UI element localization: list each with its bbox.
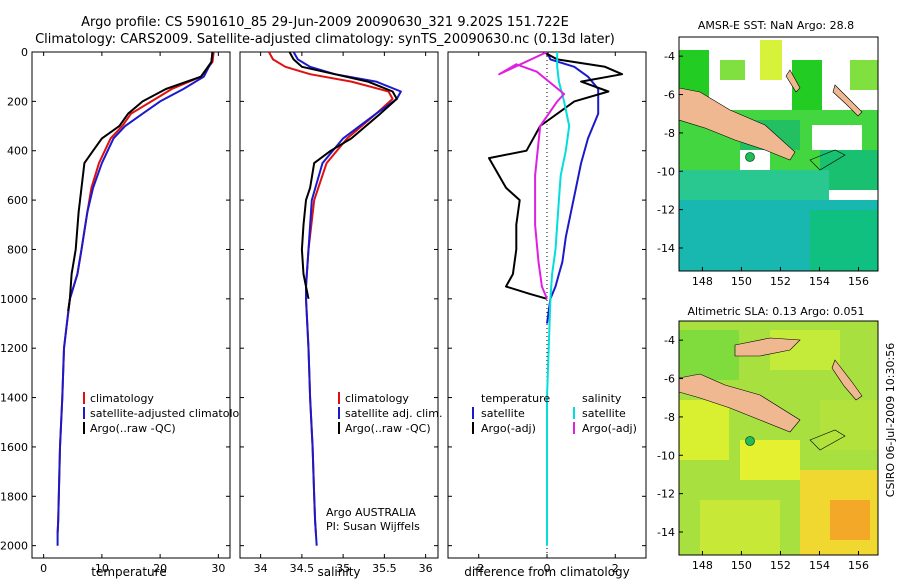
temperature-legend: climatology satellite-adjusted climatolo… <box>83 392 253 435</box>
map-x-tick-label: 156 <box>848 559 869 572</box>
legend-label-satellite: satellite adj. clim. <box>345 407 442 420</box>
sla-map-ticks: 148 150 152 154 156 -4 -6 -8 -10 -12 -14 <box>657 334 869 572</box>
side-stamp: CSIRO 06-Jul-2009 10:30:56 <box>884 343 897 497</box>
map-y-tick-label: -8 <box>664 127 675 140</box>
salinity-plot-frame <box>239 51 439 559</box>
sst-map-panel: AMSR-E SST: NaN Argo: 28.8 148 150 152 154 1… <box>657 19 879 288</box>
map-y-tick-label: -10 <box>657 165 675 178</box>
map-x-tick-label: 154 <box>809 275 830 288</box>
sla-map-panel: Altimetric SLA: 0.13 Argo: 0.051 148 150 1… <box>657 305 879 572</box>
map-x-tick-label: 152 <box>770 275 791 288</box>
annotation-argo-australia: Argo AUSTRALIA <box>326 506 416 519</box>
y-tick-label: 1400 <box>0 392 28 405</box>
x-tick-label: -2 <box>473 562 484 575</box>
difference-panel: -2 0 2 difference from climatology tempera… <box>447 51 647 579</box>
y-tick-label: 1600 <box>0 441 28 454</box>
series-line-0-1 <box>56 52 214 546</box>
map-x-tick-label: 154 <box>809 559 830 572</box>
map-x-tick-label: 156 <box>848 275 869 288</box>
legend-title-salinity: salinity <box>582 392 622 405</box>
legend-label-sal-satellite: satellite <box>582 407 626 420</box>
x-tick-label: 34.5 <box>290 562 315 575</box>
series-line-0-2 <box>67 52 214 312</box>
legend-label-argo: Argo(..raw -QC) <box>345 422 431 435</box>
x-tick-label: 0 <box>544 562 551 575</box>
legend-title-temperature: temperature <box>481 392 550 405</box>
map-y-tick-label: -14 <box>657 526 675 539</box>
x-tick-label: 35 <box>336 562 350 575</box>
x-tick-label: 35.5 <box>372 562 397 575</box>
y-tick-label: 600 <box>7 194 28 207</box>
map-x-tick-label: 152 <box>770 559 791 572</box>
temperature-lines <box>56 52 215 546</box>
x-tick-label: 36 <box>419 562 433 575</box>
map-y-tick-label: -4 <box>664 334 675 347</box>
legend-label-climatology: climatology <box>90 392 154 405</box>
map-x-tick-label: 150 <box>731 275 752 288</box>
sst-map-title: AMSR-E SST: NaN Argo: 28.8 <box>698 19 854 32</box>
map-y-tick-label: -8 <box>664 411 675 424</box>
salinity-lines <box>268 52 402 546</box>
salinity-legend: climatology satellite adj. clim. Argo(..… <box>338 392 442 435</box>
temperature-xlabel: temperature <box>91 565 166 579</box>
sst-map-field <box>679 37 878 271</box>
map-y-tick-label: -4 <box>664 50 675 63</box>
sst-map-ticks: 148 150 152 154 156 -4 -6 -8 -10 -12 -14 <box>657 50 869 288</box>
x-tick-label: 30 <box>211 562 225 575</box>
map-y-tick-label: -6 <box>664 373 675 386</box>
annotation-pi: PI: Susan Wijffels <box>326 520 420 533</box>
y-tick-label: 2000 <box>0 540 28 553</box>
y-tick-label: 1200 <box>0 342 28 355</box>
map-x-tick-label: 148 <box>692 275 713 288</box>
legend-label-argo: Argo(..raw -QC) <box>90 422 176 435</box>
salinity-xlabel: salinity <box>317 565 360 579</box>
salinity-panel: 34 34.5 35 35.5 36 salinity climatology sate… <box>239 51 442 579</box>
sst-argo-marker <box>745 152 755 162</box>
y-tick-label: 1000 <box>0 293 28 306</box>
difference-ticks: -2 0 2 <box>448 51 646 575</box>
temperature-panel: 0 10 20 30 0 200 400 600 800 1000 1200 1400 1600 1800… <box>0 46 253 579</box>
x-tick-label: 20 <box>153 562 167 575</box>
y-tick-label: 400 <box>7 145 28 158</box>
legend-label-sal-argo: Argo(-adj) <box>582 422 637 435</box>
map-y-tick-label: -6 <box>664 89 675 102</box>
legend-label-climatology: climatology <box>345 392 409 405</box>
sla-map-frame <box>678 320 879 556</box>
x-tick-label: 34 <box>254 562 268 575</box>
title-line-2: Climatology: CARS2009. Satellite-adjuste… <box>35 32 615 47</box>
series-line-2-1 <box>488 52 624 300</box>
x-tick-label: 0 <box>40 562 47 575</box>
sla-argo-marker <box>745 436 755 446</box>
y-tick-label: 0 <box>21 46 28 59</box>
sst-map-frame <box>678 36 879 272</box>
difference-lines <box>488 52 624 546</box>
map-y-tick-label: -10 <box>657 449 675 462</box>
salinity-ticks: 34 34.5 35 35.5 36 <box>240 51 438 575</box>
temperature-plot-frame <box>31 51 231 559</box>
x-tick-label: 2 <box>612 562 619 575</box>
difference-xlabel: difference from climatology <box>464 565 630 579</box>
series-line-2-3 <box>498 52 566 300</box>
title-line-1: Argo profile: CS 5901610_85 29-Jun-2009 … <box>81 15 569 30</box>
legend-label-satellite: satellite-adjusted climatology <box>90 407 253 420</box>
x-tick-label: 10 <box>95 562 109 575</box>
map-y-tick-label: -12 <box>657 204 675 217</box>
series-line-1-2 <box>288 52 398 299</box>
difference-legend: temperature salinity satellite Argo(-adj… <box>472 392 637 435</box>
y-tick-label: 800 <box>7 243 28 256</box>
map-x-tick-label: 148 <box>692 559 713 572</box>
map-x-tick-label: 150 <box>731 559 752 572</box>
map-y-tick-label: -12 <box>657 488 675 501</box>
series-line-2-0 <box>546 52 600 324</box>
y-tick-label: 200 <box>7 95 28 108</box>
y-tick-label: 1800 <box>0 490 28 503</box>
map-y-tick-label: -14 <box>657 242 675 255</box>
legend-label-temp-argo: Argo(-adj) <box>481 422 536 435</box>
legend-label-temp-satellite: satellite <box>481 407 525 420</box>
temperature-ticks: 0 10 20 30 0 200 400 600 800 1000 1200 1400 1600 1800… <box>0 46 230 575</box>
sla-map-field <box>679 321 878 555</box>
sla-map-title: Altimetric SLA: 0.13 Argo: 0.051 <box>687 305 864 318</box>
